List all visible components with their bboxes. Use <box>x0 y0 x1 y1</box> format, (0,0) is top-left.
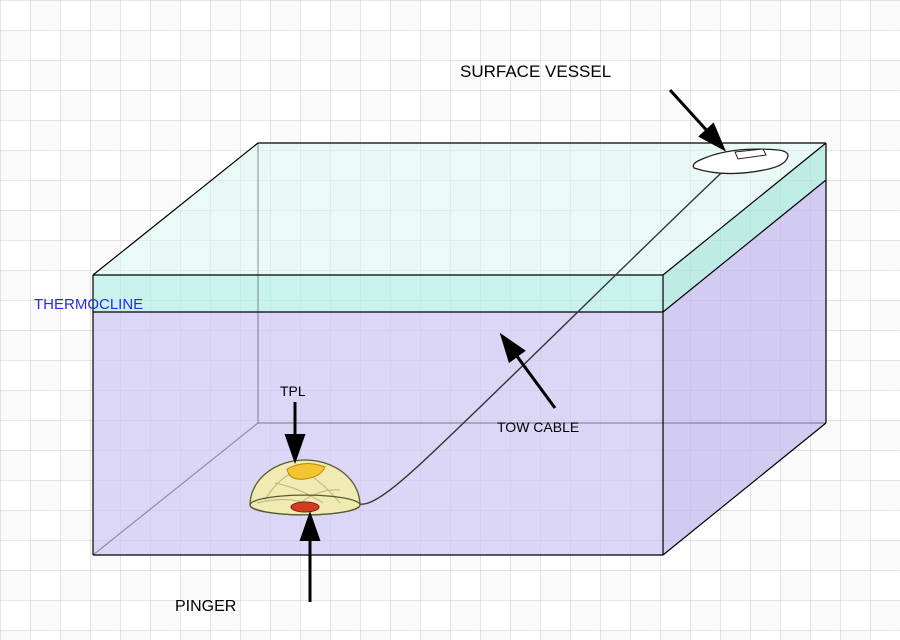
pinger-mouth <box>291 502 319 512</box>
label-pinger: PINGER <box>175 598 236 616</box>
diagram-scene <box>0 0 900 640</box>
label-surface-vessel: SURFACE VESSEL <box>460 62 611 82</box>
label-tow-cable: TOW CABLE <box>497 419 579 435</box>
front-face-upper-layer <box>93 275 663 312</box>
arrow-surface-vessel <box>670 90 720 145</box>
label-tpl: TPL <box>280 383 306 399</box>
label-thermocline: THERMOCLINE <box>34 296 143 313</box>
